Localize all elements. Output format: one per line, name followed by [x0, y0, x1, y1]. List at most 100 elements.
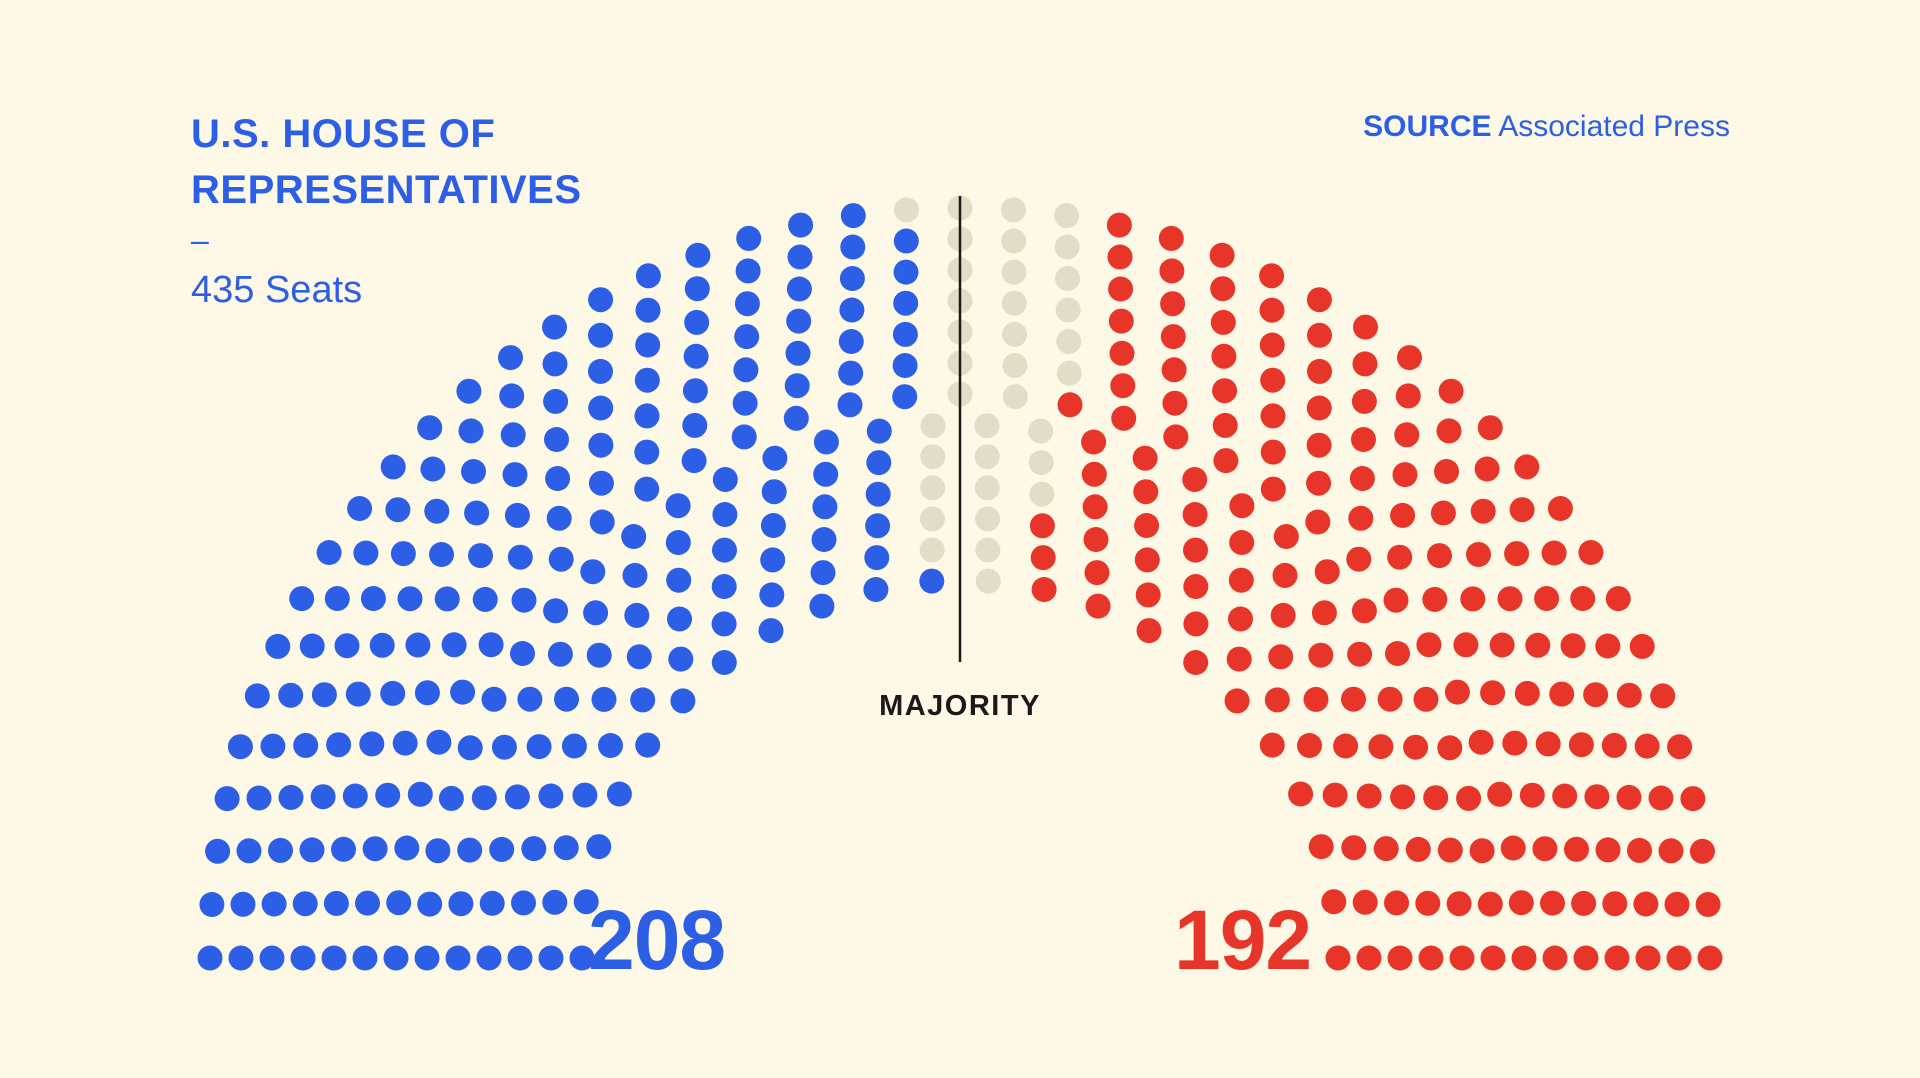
- seat-rep: [1413, 686, 1439, 712]
- seat-rep: [1542, 945, 1568, 971]
- seat-rep: [1385, 641, 1410, 666]
- seat-rep: [1689, 838, 1715, 864]
- seat-dem: [580, 559, 606, 585]
- seat-rep: [1213, 448, 1239, 474]
- seat-rep: [1390, 502, 1416, 528]
- seat-dem: [197, 945, 223, 971]
- seat-rep: [1305, 509, 1331, 535]
- seat-rep: [1322, 782, 1348, 808]
- seat-dem: [265, 633, 291, 659]
- seat-dem: [840, 234, 866, 260]
- seat-rep: [1347, 641, 1373, 667]
- seat-dem: [681, 448, 707, 474]
- seat-rep: [1629, 633, 1655, 659]
- seat-dem: [434, 586, 460, 612]
- seat-dem: [261, 891, 287, 917]
- seat-dem: [205, 838, 231, 864]
- seat-rep: [1570, 586, 1596, 611]
- seat-dem: [543, 388, 569, 414]
- seat-rep: [1085, 593, 1111, 619]
- seat-rep: [1270, 602, 1296, 628]
- seat-dem: [758, 618, 784, 644]
- seat-dem: [588, 358, 613, 384]
- seat-rep: [1083, 527, 1109, 552]
- seat-rep: [1351, 388, 1377, 414]
- seat-rep: [1260, 403, 1286, 429]
- seat-rep: [1352, 351, 1378, 377]
- seat-dem: [864, 545, 890, 571]
- seat-rep: [1303, 686, 1329, 712]
- majority-label: MAJORITY: [879, 690, 1041, 722]
- seat-dem: [355, 890, 380, 916]
- seat-rep: [1500, 835, 1526, 861]
- seat-dem: [760, 547, 786, 573]
- seat-rep: [1384, 890, 1409, 916]
- seat-rep: [1081, 461, 1107, 487]
- title-block: U.S. HOUSE OF REPRESENTATIVES – 435 Seat…: [191, 106, 711, 314]
- seat-dem: [547, 641, 573, 667]
- seat-dem: [734, 291, 760, 317]
- seat-dem: [838, 360, 864, 386]
- seat-rep: [1605, 586, 1631, 612]
- seat-dem: [259, 945, 285, 971]
- seat-dem: [733, 357, 759, 383]
- seat-rep: [1134, 513, 1160, 538]
- seat-rep: [1260, 367, 1286, 393]
- seat-dem: [837, 392, 863, 418]
- seat-dem: [682, 378, 708, 404]
- seat-rep: [1212, 378, 1238, 404]
- seat-dem: [712, 467, 738, 492]
- seat-rep: [1260, 476, 1286, 502]
- seat-rep: [1209, 242, 1235, 268]
- seat-rep: [1224, 688, 1250, 714]
- seat-dem: [621, 524, 647, 549]
- seat-rep: [1109, 340, 1135, 366]
- source-label: SOURCE: [1363, 110, 1492, 143]
- seat-dem: [478, 632, 504, 658]
- seat-dem: [199, 892, 225, 917]
- seat-rep: [1182, 467, 1208, 492]
- seat-dem: [383, 945, 409, 971]
- seat-dem: [392, 730, 418, 756]
- seat-dem: [228, 945, 254, 971]
- seat-dem: [785, 340, 811, 366]
- seat-dem: [491, 734, 517, 760]
- seat-rep: [1564, 836, 1589, 862]
- seat-rep: [1352, 889, 1378, 915]
- seat-dem: [591, 686, 617, 712]
- seat-rep: [1081, 429, 1107, 455]
- seat-dem: [299, 633, 325, 659]
- seat-rep: [1525, 632, 1551, 658]
- seat-dem: [397, 586, 423, 612]
- seat-rep: [1259, 332, 1285, 358]
- seat-rep: [1162, 390, 1188, 416]
- seat-dem: [666, 567, 692, 593]
- seat-dem: [588, 432, 614, 458]
- seat-rep: [1436, 418, 1462, 444]
- seat-dem: [586, 642, 612, 668]
- seat-rep: [1351, 598, 1377, 624]
- seat-dem: [588, 287, 614, 313]
- seat-rep: [1453, 632, 1479, 658]
- seat-rep: [1549, 681, 1575, 707]
- seat-undecided: [920, 413, 946, 439]
- seat-dem: [892, 384, 918, 410]
- seat-dem: [405, 632, 431, 658]
- seat-dem: [500, 422, 526, 448]
- seat-rep: [1437, 735, 1463, 761]
- seat-dem: [293, 732, 319, 758]
- seat-rep: [1306, 432, 1332, 458]
- seat-rep: [1183, 537, 1208, 563]
- seat-dem: [385, 497, 411, 523]
- seat-rep: [1377, 686, 1403, 712]
- seat-dem: [588, 322, 613, 348]
- seat-rep: [1489, 632, 1515, 658]
- seat-rep: [1535, 731, 1561, 757]
- seat-dem: [634, 367, 660, 393]
- seat-rep: [1307, 322, 1332, 348]
- seat-dem: [589, 509, 615, 535]
- seat-undecided: [919, 537, 945, 563]
- seat-undecided: [1055, 297, 1081, 323]
- seat-rep: [1514, 454, 1540, 480]
- seat-undecided: [1001, 197, 1026, 223]
